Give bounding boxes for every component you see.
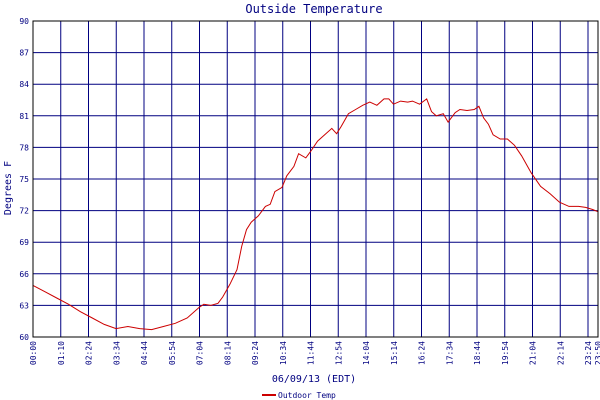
x-tick-label: 16:24 — [418, 341, 427, 365]
x-tick-label: 01:10 — [57, 341, 66, 365]
y-tick-label: 78 — [19, 143, 29, 152]
y-axis-label: Degrees F — [3, 161, 14, 215]
legend-label: Outdoor Temp — [278, 391, 336, 400]
chart-title: Outside Temperature — [245, 2, 382, 16]
y-tick-label: 87 — [19, 49, 29, 58]
x-tick-label: 12:54 — [334, 341, 343, 365]
y-tick-labels: 60 63 66 69 72 75 78 81 84 87 90 — [19, 17, 29, 342]
x-tick-label: 21:04 — [529, 341, 538, 365]
y-tick-label: 90 — [19, 17, 29, 26]
y-tick-label: 69 — [19, 238, 29, 247]
x-tick-label: 17:34 — [445, 341, 454, 365]
y-tick-label: 81 — [19, 112, 29, 121]
y-tick-label: 66 — [19, 270, 29, 279]
x-tick-label: 03:34 — [112, 341, 121, 365]
x-tick-label: 19:54 — [501, 341, 510, 365]
y-tick-label: 72 — [19, 207, 29, 216]
y-tick-label: 84 — [19, 80, 29, 89]
x-tick-label: 07:04 — [196, 341, 205, 365]
x-tick-label: 09:24 — [251, 341, 260, 365]
x-tick-label: 18:44 — [473, 341, 482, 365]
x-tick-label: 05:54 — [168, 341, 177, 365]
x-tick-label: 22:14 — [556, 341, 565, 365]
x-tick-label: 11:44 — [307, 341, 316, 365]
x-tick-label: 04:44 — [140, 341, 149, 365]
x-tick-label: 10:34 — [279, 341, 288, 365]
y-tick-label: 60 — [19, 333, 29, 342]
x-tick-label: 23:50 — [594, 341, 600, 365]
x-axis-label: 06/09/13 (EDT) — [272, 374, 356, 385]
legend: Outdoor Temp — [262, 391, 336, 400]
x-tick-label: 15:14 — [390, 341, 399, 365]
y-tick-label: 63 — [19, 301, 29, 310]
y-tick-label: 75 — [19, 175, 29, 184]
series-line-outdoor-temp — [32, 98, 599, 331]
x-tick-label: 14:04 — [362, 341, 371, 365]
x-tick-labels: 00:00 01:10 02:24 03:34 04:44 05:54 07:04 08:14… — [29, 341, 600, 365]
grid — [32, 20, 599, 338]
x-tick-label: 00:00 — [29, 341, 38, 365]
x-tick-label: 02:24 — [85, 341, 94, 365]
x-tick-label: 23:24 — [584, 341, 593, 365]
plot-frame — [32, 20, 599, 338]
x-tick-label: 08:14 — [223, 341, 232, 365]
